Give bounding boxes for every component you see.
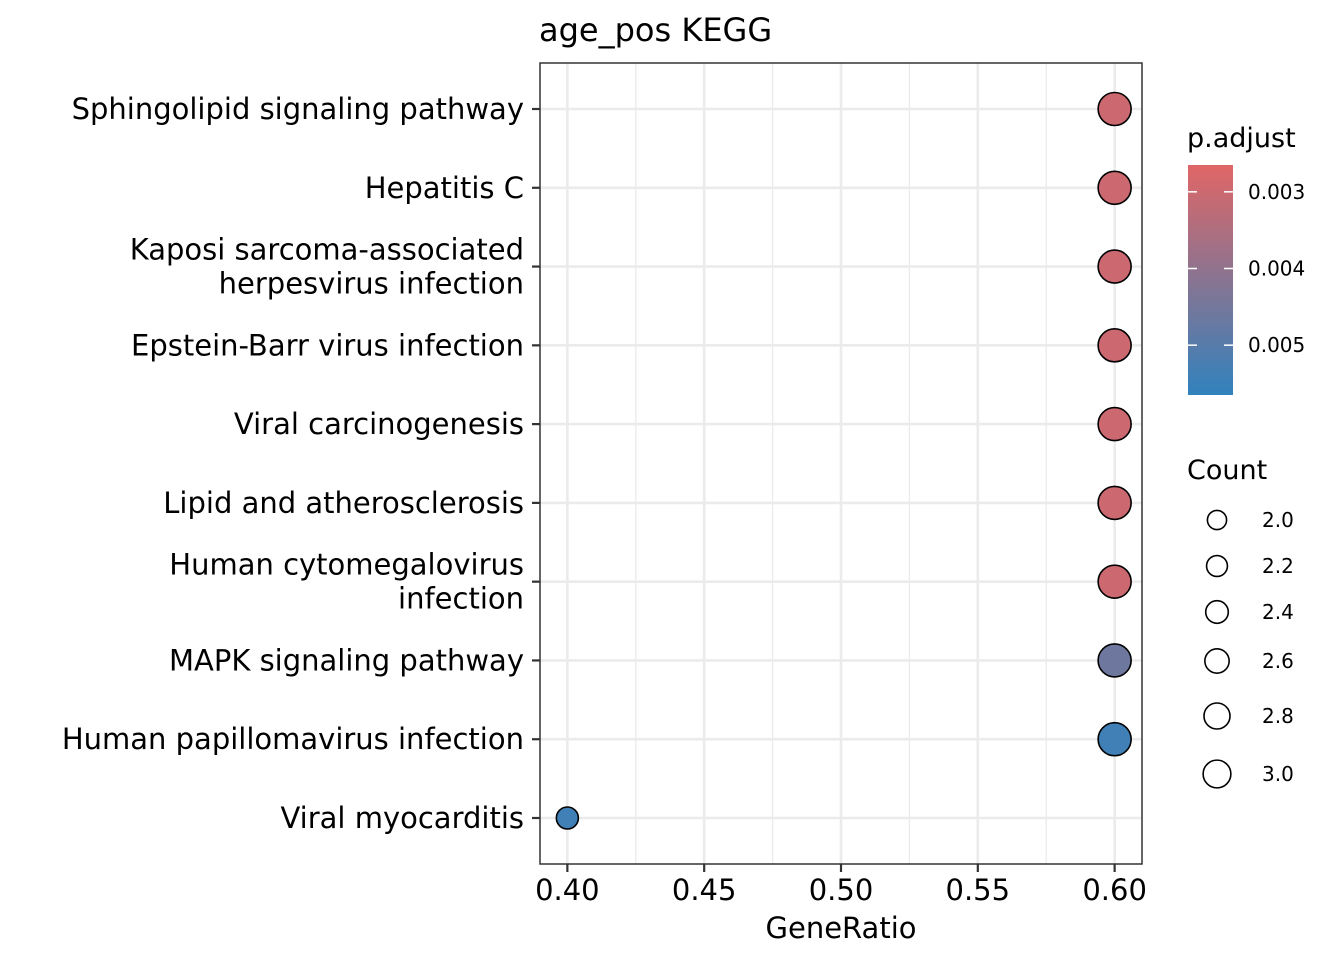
size-legend-key-label: 2.0: [1262, 508, 1294, 532]
color-legend-tick-label: 0.005: [1248, 333, 1305, 357]
data-point: [1097, 721, 1132, 757]
x-tick-label: 0.40: [535, 873, 600, 907]
color-legend-ticks: 0.003 0.004 0.005: [1188, 180, 1305, 357]
size-legend-key-circle: [1202, 759, 1232, 789]
data-point: [1097, 564, 1132, 599]
color-legend-tick-label: 0.004: [1248, 257, 1305, 281]
y-axis: Sphingolipid signaling pathway Hepatitis …: [62, 92, 540, 835]
y-category-label: MAPK signaling pathway: [169, 643, 524, 677]
y-category-label: Hepatitis C: [365, 171, 524, 205]
y-category-label: Viral carcinogenesis: [234, 407, 524, 441]
size-legend-key-circle: [1206, 509, 1228, 531]
size-legend-key-label: 2.8: [1262, 704, 1294, 728]
x-axis: 0.40 0.45 0.50 0.55 0.60: [535, 864, 1147, 907]
data-points: [555, 91, 1132, 830]
data-point: [1097, 406, 1132, 442]
y-category-label: herpesvirus infection: [219, 267, 524, 301]
data-point: [555, 806, 580, 830]
y-category-label: Lipid and atherosclerosis: [163, 486, 524, 520]
size-legend-key-label: 2.4: [1262, 600, 1294, 624]
chart-title: age_pos KEGG: [539, 11, 772, 49]
color-legend-gradient-bar: [1188, 165, 1233, 395]
size-legend-key-label: 2.2: [1262, 554, 1294, 578]
y-category-label: Epstein-Barr virus infection: [131, 328, 524, 362]
color-legend-title: p.adjust: [1187, 123, 1296, 154]
x-tick-label: 0.50: [809, 873, 874, 907]
data-point: [1097, 249, 1132, 284]
color-legend-tick-label: 0.003: [1248, 180, 1305, 204]
y-category-label: infection: [398, 582, 524, 616]
size-legend-title: Count: [1187, 455, 1267, 486]
size-legend-keys: 2.0 2.2 2.4 2.6 2.8 3.0: [1202, 508, 1294, 789]
data-point: [1097, 328, 1132, 363]
y-category-label: Human papillomavirus infection: [62, 722, 524, 756]
color-legend: p.adjust 0.003 0.004 0.005: [1187, 123, 1305, 395]
size-legend-key-circle: [1204, 648, 1230, 674]
data-point: [1097, 485, 1132, 521]
size-legend-key-circle: [1205, 554, 1229, 578]
y-category-label: Sphingolipid signaling pathway: [72, 92, 524, 126]
data-point: [1097, 643, 1132, 678]
size-legend: Count 2.0 2.2 2.4 2.6 2.8 3.0: [1187, 455, 1294, 789]
x-axis-label: GeneRatio: [766, 911, 917, 945]
y-category-label: Kaposi sarcoma-associated: [130, 233, 524, 267]
x-tick-label: 0.60: [1082, 873, 1147, 907]
size-legend-key-circle: [1203, 702, 1231, 730]
size-legend-key-label: 2.6: [1262, 649, 1294, 673]
size-legend-key-circle: [1204, 599, 1230, 625]
size-legend-key-label: 3.0: [1262, 762, 1294, 786]
y-category-label: Viral myocarditis: [280, 801, 524, 835]
y-category-label: Human cytomegalovirus: [169, 548, 524, 582]
x-tick-label: 0.45: [672, 873, 737, 907]
x-tick-label: 0.55: [946, 873, 1011, 907]
data-point: [1097, 170, 1132, 206]
data-point: [1097, 91, 1132, 127]
